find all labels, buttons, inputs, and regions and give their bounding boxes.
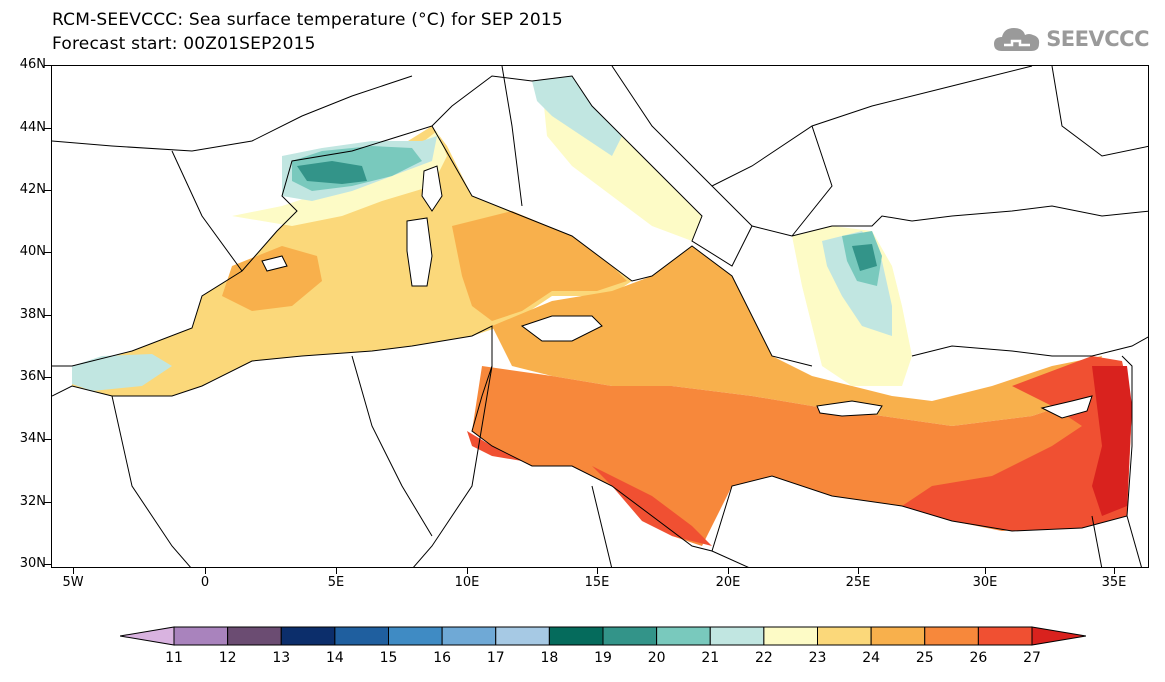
colorbar-label: 12 (218, 650, 237, 666)
lon-tick (1114, 568, 1115, 574)
colorbar-label: 27 (1023, 650, 1041, 666)
lat-label-38n: 38N (19, 307, 46, 322)
cyprus-island (1040, 395, 1093, 419)
sst-zone-21-adriatic (532, 76, 622, 156)
sst-field (72, 76, 1132, 546)
colorbar-arrow-low (120, 626, 175, 646)
lon-label-35e: 35E (1101, 575, 1127, 590)
colorbar-cell (817, 626, 872, 646)
colorbar-cell (977, 626, 1033, 646)
lat-label-42n: 42N (19, 182, 46, 197)
colorbar-label: 21 (701, 650, 720, 666)
colorbar-arrow-high (1031, 626, 1086, 646)
lon-tick (336, 568, 337, 574)
sst-zone-25-balearic (222, 246, 322, 311)
sst-zone-27-tunisia (467, 431, 522, 461)
colorbar-label: 24 (862, 650, 881, 666)
colorbar-label: 20 (647, 650, 666, 666)
colorbar-label: 19 (594, 650, 612, 666)
crete-island (816, 400, 883, 417)
lon-tick (467, 568, 468, 574)
colorbar-cell (388, 626, 443, 646)
colorbar-cell (924, 626, 979, 646)
colorbar-cell (280, 626, 336, 646)
sst-zone-24-tyrrhenian (452, 211, 627, 321)
lon-label-5w: 5W (62, 575, 84, 590)
colorbar-label: 23 (808, 650, 827, 666)
lon-tick (205, 568, 206, 574)
colorbar-cell (227, 626, 282, 646)
lat-tick (44, 564, 51, 565)
lat-tick (44, 252, 51, 253)
seevccc-logo: SEEVCCC (992, 24, 1149, 54)
logo-text: SEEVCCC (1046, 27, 1149, 51)
balearic-island (261, 255, 288, 272)
lon-tick (858, 568, 859, 574)
colorbar-cell (548, 626, 604, 646)
lon-label-10e: 10E (454, 575, 480, 590)
colorbar-label: 16 (433, 650, 452, 666)
lat-tick (44, 439, 51, 440)
lon-tick (728, 568, 729, 574)
coastlines (52, 66, 1148, 567)
colorbar-label: 25 (915, 650, 934, 666)
sst-zone-21-alboran (72, 354, 172, 391)
lon-tick (985, 568, 986, 574)
colorbar-label: 18 (540, 650, 559, 666)
colorbar-label: 26 (969, 650, 988, 666)
colorbar (120, 626, 1086, 646)
lat-tick (44, 502, 51, 503)
colorbar-label: 13 (272, 650, 291, 666)
colorbar-cell (763, 626, 818, 646)
lat-tick (44, 377, 51, 378)
sardinia-island (406, 217, 433, 287)
sicily-island (520, 315, 603, 342)
lat-label-44n: 44N (19, 120, 46, 135)
sst-zone-19-aegean (852, 244, 877, 271)
sst-map (51, 65, 1149, 568)
corsica-island (421, 165, 443, 212)
colorbar-label: 11 (165, 650, 183, 666)
cloud-logo-icon (994, 28, 1040, 51)
colorbar-label: 17 (486, 650, 505, 666)
colorbar-cell (709, 626, 765, 646)
forecast-start-label: Forecast start: 00Z01SEP2015 (52, 34, 316, 54)
colorbar-label: 15 (379, 650, 398, 666)
colorbar-cell (602, 626, 658, 646)
sst-map-canvas (52, 66, 1148, 567)
sst-zone-25-central (492, 246, 1102, 426)
lat-label-46n: 46N (19, 57, 46, 72)
lon-label-5e: 5E (327, 575, 345, 590)
lon-tick (73, 568, 74, 574)
sst-zone-19-lion (297, 161, 367, 184)
colorbar-cell (334, 626, 389, 646)
lat-tick (44, 128, 51, 129)
lat-label-36n: 36N (19, 369, 46, 384)
lat-label-40n: 40N (19, 244, 46, 259)
colorbar-label: 22 (754, 650, 773, 666)
colorbar-cell (870, 626, 926, 646)
map-title: RCM-SEEVCCC: Sea surface temperature (°C… (52, 10, 563, 30)
lon-label-20e: 20E (715, 575, 741, 590)
lat-label-34n: 34N (19, 431, 46, 446)
lon-label-15e: 15E (584, 575, 610, 590)
lon-label-30e: 30E (972, 575, 998, 590)
lat-label-32n: 32N (19, 494, 46, 509)
colorbar-label: 14 (325, 650, 344, 666)
lat-tick (44, 65, 51, 66)
colorbar-cell (656, 626, 711, 646)
sst-zone-27-levant (902, 356, 1132, 531)
colorbar-cell (173, 626, 229, 646)
colorbar-cell (495, 626, 550, 646)
lat-tick (44, 315, 51, 316)
colorbar-cell (441, 626, 497, 646)
lon-tick (597, 568, 598, 574)
lat-label-30n: 30N (19, 556, 46, 571)
sst-zone-28-levant (1092, 366, 1132, 516)
lat-tick (44, 190, 51, 191)
lon-label-25e: 25E (845, 575, 871, 590)
sst-zone-27-libya (592, 466, 712, 546)
lon-label-0: 0 (200, 575, 210, 590)
